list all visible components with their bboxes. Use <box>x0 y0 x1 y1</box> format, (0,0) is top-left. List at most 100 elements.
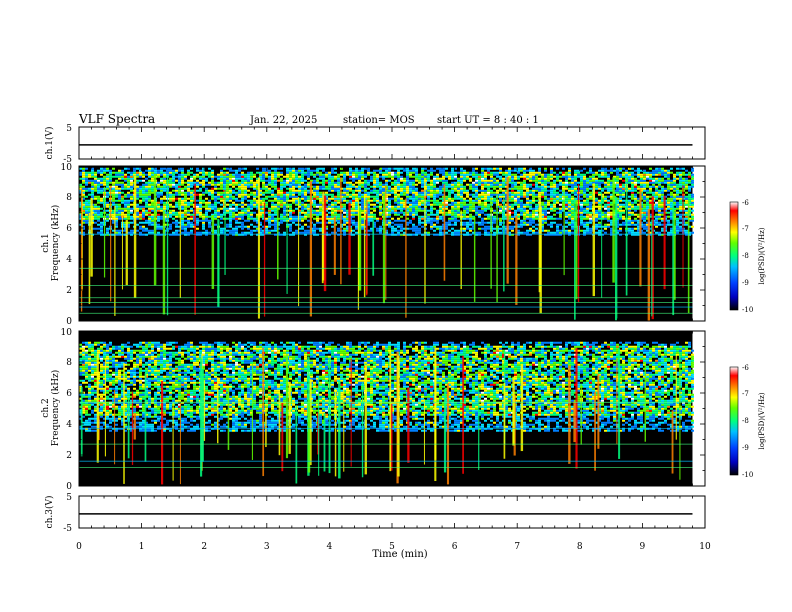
spectrogram-cell <box>469 219 472 222</box>
spectrogram-cell <box>301 193 304 196</box>
spectrogram-cell <box>229 173 232 176</box>
spectrogram-cell <box>511 219 514 222</box>
spectrogram-cell <box>562 195 565 198</box>
spectrogram-cell <box>475 187 478 190</box>
spectrogram-cell <box>523 187 526 190</box>
spectrogram-cell <box>523 205 526 208</box>
spectrogram-cell <box>400 179 403 182</box>
spectrogram-cell <box>319 191 322 194</box>
spectrogram-cell <box>526 185 529 188</box>
spectrogram-cell <box>469 229 472 232</box>
spectrogram-cell <box>412 223 415 226</box>
spectrogram-cell <box>79 185 82 188</box>
spectrogram-cell <box>85 203 88 206</box>
spectrogram-cell <box>292 215 295 218</box>
spectrogram-cell <box>157 175 160 178</box>
spectrogram-cell <box>328 219 331 222</box>
spectrogram-cell <box>493 209 496 212</box>
spectrogram-cell <box>379 211 382 214</box>
spectrogram-cell <box>616 189 619 192</box>
spectrogram-cell <box>172 213 175 216</box>
spectrogram-cell <box>97 185 100 188</box>
spectrogram-cell <box>568 203 571 206</box>
spectrogram-cell <box>493 185 496 188</box>
spectrogram-cell <box>301 167 304 170</box>
spectrogram-cell <box>208 171 211 174</box>
spectrogram-cell <box>472 227 475 230</box>
spectrogram-cell <box>286 179 289 182</box>
spectrogram-cell <box>436 215 439 218</box>
spectrogram-cell <box>553 187 556 190</box>
spectrogram-cell <box>301 173 304 176</box>
spectrogram-cell <box>268 207 271 210</box>
spectrogram-cell <box>373 169 376 172</box>
spectrogram-cell <box>553 175 556 178</box>
spectrogram-cell <box>649 179 652 182</box>
spectrogram-cell <box>367 187 370 190</box>
spectrogram-cell <box>475 205 478 208</box>
spectrogram-cell <box>256 171 259 174</box>
spectrogram-cell <box>121 173 124 176</box>
spectrogram-cell <box>619 185 622 188</box>
spectrogram-cell <box>568 205 571 208</box>
spectrogram-cell <box>559 203 562 206</box>
spectrogram-cell <box>535 209 538 212</box>
spectrogram-cell <box>235 207 238 210</box>
spectrogram-cell <box>439 179 442 182</box>
spectrogram-cell <box>595 213 598 216</box>
spectrogram-cell <box>187 219 190 222</box>
spectrogram-cell <box>607 169 610 172</box>
spectrogram-cell <box>544 221 547 224</box>
spectrogram-cell <box>259 223 262 226</box>
spectrogram-cell <box>484 177 487 180</box>
spectrogram-cell <box>274 183 277 186</box>
spectrogram-cell <box>610 203 613 206</box>
spectrogram-cell <box>610 179 613 182</box>
spectrogram-cell <box>376 227 379 230</box>
spectrogram-cell <box>487 183 490 186</box>
spectrogram-cell <box>283 233 286 236</box>
spectrogram-cell <box>82 173 85 176</box>
spectrogram-cell <box>565 181 568 184</box>
spectrogram-cell <box>562 193 565 196</box>
spectrogram-cell <box>274 207 277 210</box>
spectrogram-cell <box>331 211 334 214</box>
spectrogram-cell <box>454 205 457 208</box>
spectrogram-cell <box>409 227 412 230</box>
spectrogram-cell <box>601 225 604 228</box>
spectrogram-cell <box>337 233 340 236</box>
spectrogram-cell <box>178 187 181 190</box>
spectrogram-cell <box>583 231 586 234</box>
spectrogram-cell <box>463 179 466 182</box>
spectrogram-cell <box>325 205 328 208</box>
spectrogram-cell <box>361 183 364 186</box>
spectrogram-cell <box>199 197 202 200</box>
spectrogram-cell <box>658 179 661 182</box>
spectrogram-cell <box>430 193 433 196</box>
spectrogram-cell <box>421 215 424 218</box>
spectrogram-cell <box>499 175 502 178</box>
spectrogram-cell <box>286 167 289 170</box>
spectrogram-cell <box>370 213 373 216</box>
spectrogram-cell <box>523 179 526 182</box>
spectrogram-cell <box>370 203 373 206</box>
spectrogram-cell <box>358 191 361 194</box>
spectrogram-cell <box>274 209 277 212</box>
spectrogram-cell <box>553 233 556 236</box>
spectrogram-cell <box>352 203 355 206</box>
spectrogram-cell <box>469 177 472 180</box>
spectrogram-cell <box>289 207 292 210</box>
spectrogram-cell <box>271 215 274 218</box>
spectrogram-cell <box>526 195 529 198</box>
spectrogram-cell <box>226 187 229 190</box>
spectrogram-cell <box>451 197 454 200</box>
spectrogram-cell <box>100 233 103 236</box>
spectrogram-cell <box>595 211 598 214</box>
spectrogram-cell <box>268 211 271 214</box>
spectrogram-cell <box>148 231 151 234</box>
spectrogram-cell <box>331 181 334 184</box>
spectrogram-cell <box>436 227 439 230</box>
spectrogram-cell <box>520 203 523 206</box>
spectrogram-cell <box>307 167 310 170</box>
spectrogram-cell <box>115 183 118 186</box>
